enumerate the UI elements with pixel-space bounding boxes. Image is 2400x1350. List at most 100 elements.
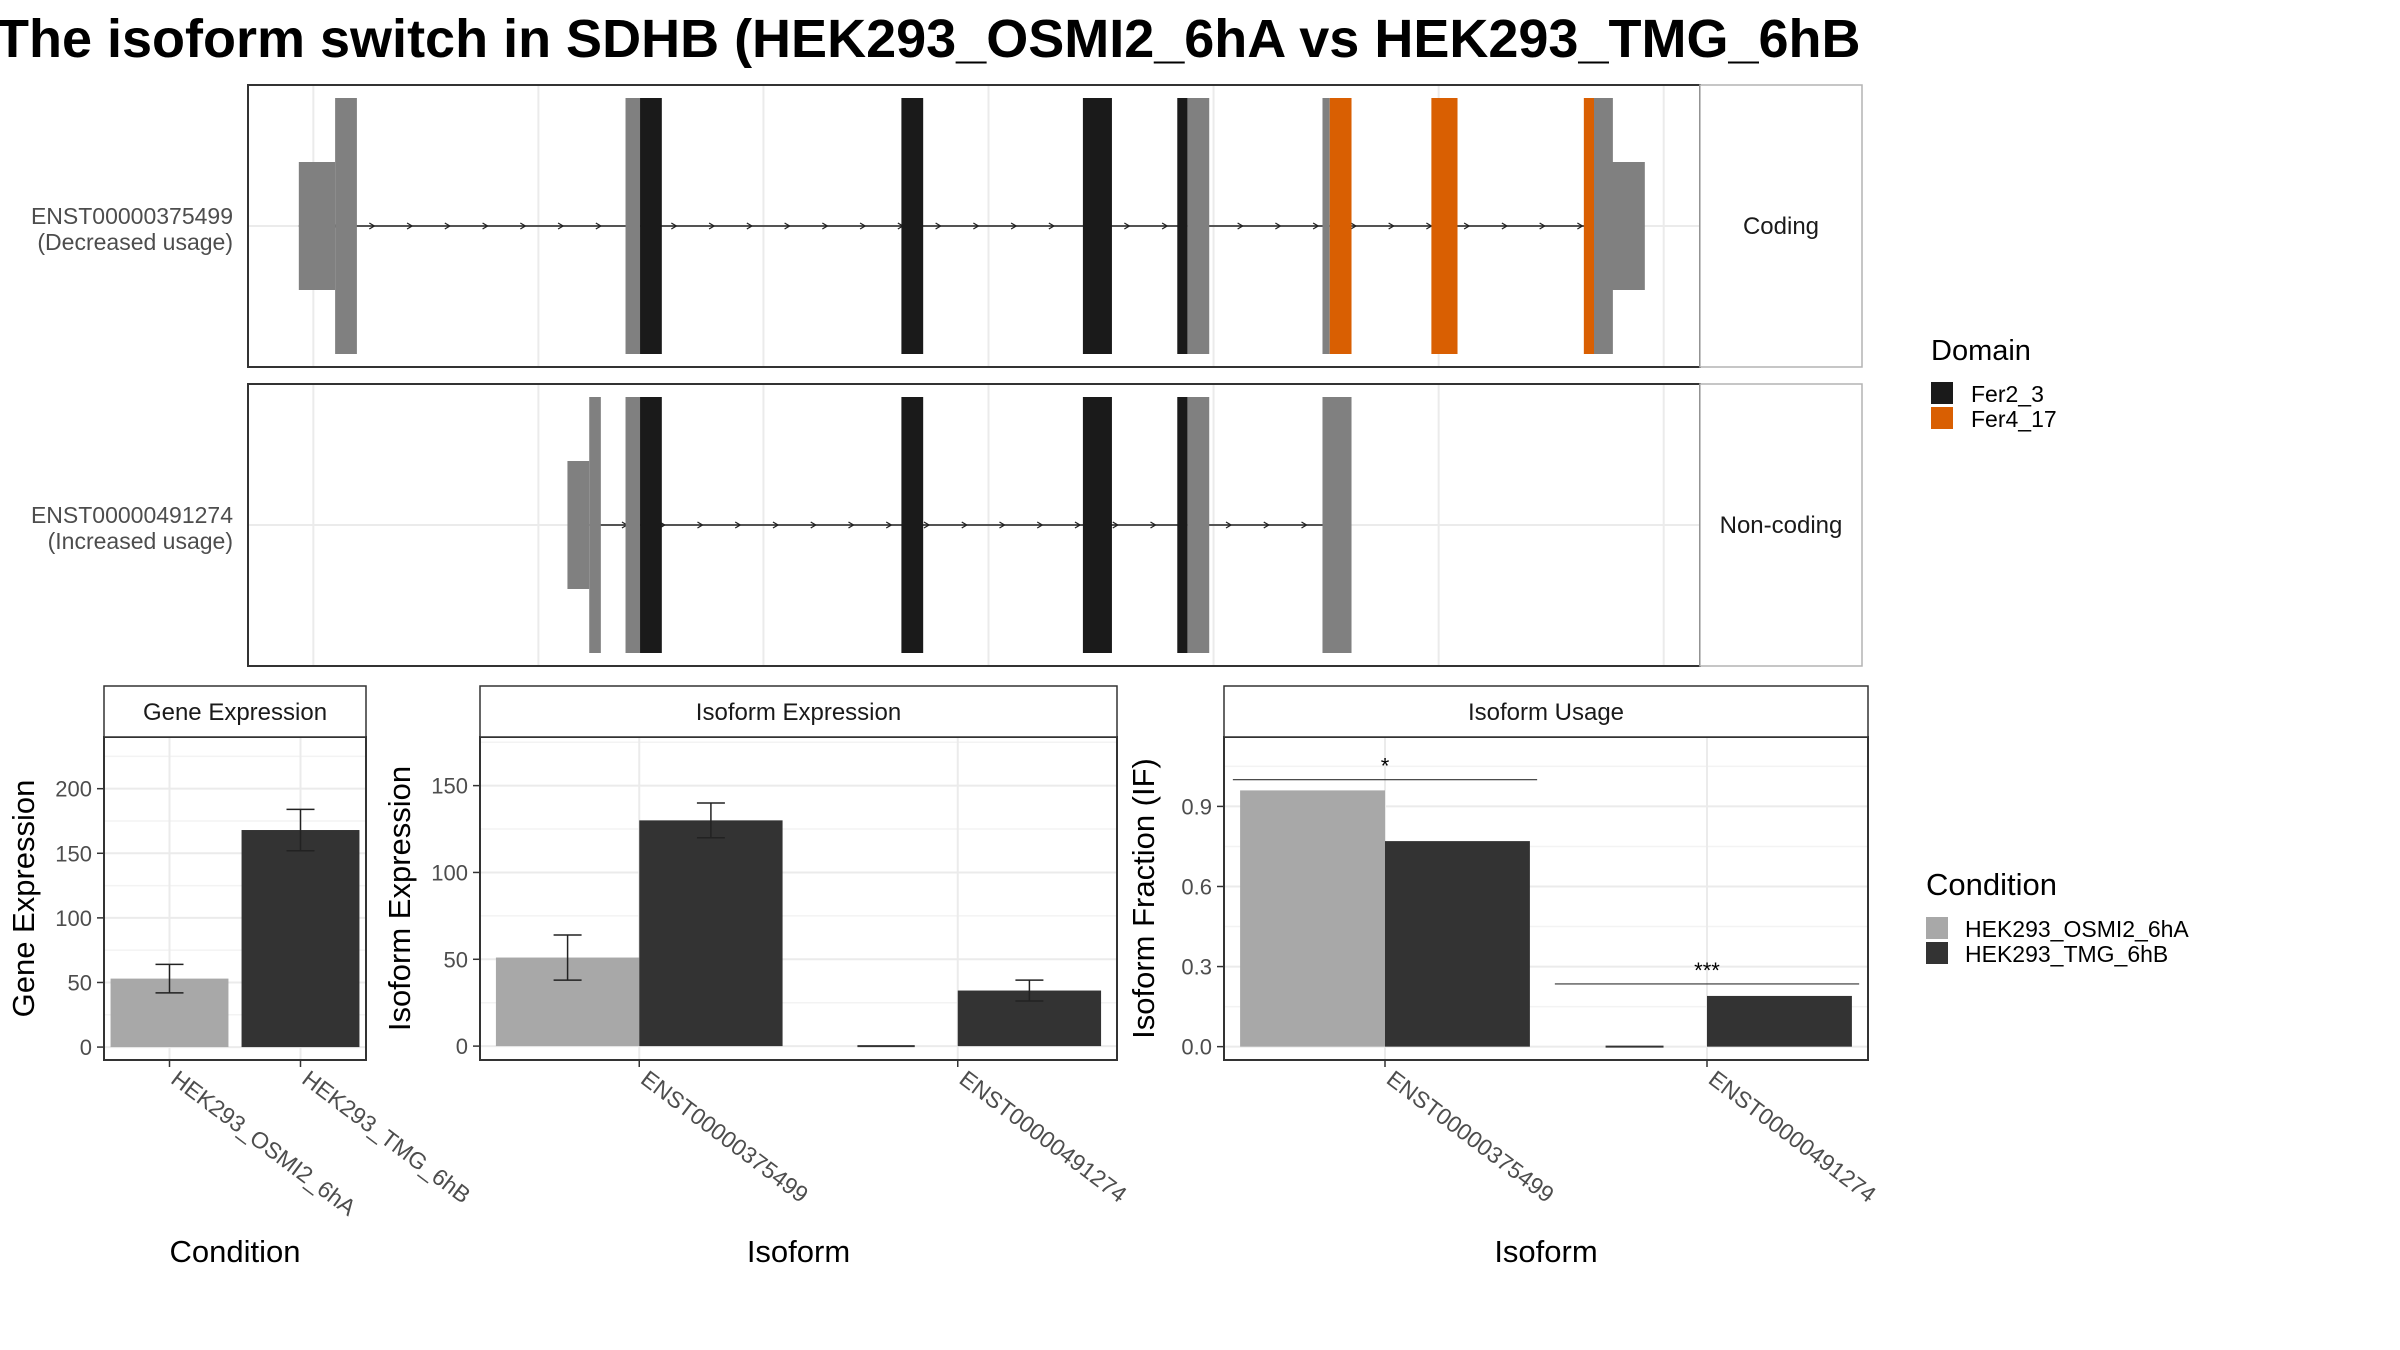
strand-arrow xyxy=(1237,222,1244,230)
strand-arrow xyxy=(772,521,780,529)
bar xyxy=(1707,995,1852,1047)
strand-arrow xyxy=(1048,222,1056,230)
exon-block xyxy=(901,397,924,653)
bar xyxy=(1240,790,1385,1047)
strand-arrow xyxy=(1161,222,1169,230)
strand-arrow xyxy=(1388,222,1395,230)
condition-legend-key-a xyxy=(1926,917,1948,939)
exon-block xyxy=(1177,98,1188,354)
strand-arrow xyxy=(746,222,754,230)
strand-arrow xyxy=(519,222,527,230)
significance-label: *** xyxy=(1694,958,1720,983)
x-tick-label: ENST00000491274 xyxy=(955,1065,1132,1207)
strand-arrow xyxy=(482,222,489,230)
y-tick-label: 50 xyxy=(68,970,92,995)
bar xyxy=(639,820,783,1047)
strand-arrow xyxy=(961,521,969,529)
exon-block xyxy=(1322,98,1330,354)
expression-charts: 050100150200HEK293_OSMI2_6hAHEK293_TMG_6… xyxy=(6,685,1881,1269)
strand-arrow xyxy=(708,222,716,230)
strand-arrow xyxy=(697,521,704,529)
strand-arrow xyxy=(1036,521,1044,529)
strand-arrow xyxy=(1539,222,1546,230)
strand-arrow xyxy=(1501,222,1509,230)
chart-strip xyxy=(1223,685,1869,738)
exon-block xyxy=(1329,98,1352,354)
transcript-usage-label: (Increased usage) xyxy=(48,528,233,554)
bar xyxy=(1385,841,1530,1047)
exon-block xyxy=(1187,397,1210,653)
y-tick-label: 50 xyxy=(444,947,468,972)
exon-block xyxy=(1082,98,1112,354)
strand-arrow xyxy=(595,222,603,230)
exon-block xyxy=(640,98,662,354)
strand-arrow xyxy=(885,521,893,529)
figure-title: The isoform switch in SDHB (HEK293_OSMI2… xyxy=(0,9,1861,69)
chart-panel-2: 0.00.30.60.9****ENST00000375499 ENST00000… xyxy=(1126,685,1881,1269)
condition-legend: Condition HEK293_OSMI2_6hA HEK293_TMG_6h… xyxy=(1926,867,2189,967)
chart-strip xyxy=(479,685,1118,738)
strand-arrow xyxy=(1463,222,1471,230)
facet-label: Non-coding xyxy=(1720,512,1843,539)
strand-arrow xyxy=(368,222,376,230)
strand-arrow xyxy=(1225,521,1233,529)
exon-block xyxy=(1431,98,1458,354)
strand-arrow xyxy=(784,222,791,230)
strand-arrow xyxy=(444,222,452,230)
exon-block xyxy=(1177,397,1188,653)
strand-arrow xyxy=(1577,222,1584,230)
domain-legend-key-fer2 xyxy=(1931,382,1953,404)
utr-block xyxy=(567,461,590,589)
strand-arrow xyxy=(848,521,855,529)
facet-strip xyxy=(1699,84,1863,368)
strand-arrow xyxy=(1301,521,1308,529)
transcript-track-1: Non-coding ENST00000491274(Increased usag… xyxy=(31,383,1863,667)
strand-arrow xyxy=(557,222,565,230)
exon-block xyxy=(625,397,641,653)
strand-arrow xyxy=(822,222,829,230)
strand-arrow xyxy=(1275,222,1282,230)
exon-block xyxy=(589,397,601,653)
y-tick-label: 100 xyxy=(55,906,92,931)
strand-arrow xyxy=(859,222,867,230)
exon-block xyxy=(1187,98,1210,354)
strand-arrow xyxy=(935,222,942,230)
exon-block xyxy=(640,397,662,653)
condition-legend-label-b: HEK293_TMG_6hB xyxy=(1965,941,2168,967)
strand-arrow xyxy=(734,521,742,529)
condition-legend-key-b xyxy=(1926,942,1948,964)
transcript-id-label: ENST00000375499 xyxy=(31,203,233,229)
exon-block xyxy=(335,98,357,354)
strand-arrow xyxy=(923,521,931,529)
x-axis-label: Isoform xyxy=(1494,1234,1597,1269)
y-tick-label: 0.9 xyxy=(1181,794,1212,819)
condition-legend-title: Condition xyxy=(1926,867,2057,902)
transcript-track-0: Coding ENST00000375499(Decreased usage) xyxy=(31,84,1863,368)
condition-legend-label-a: HEK293_OSMI2_6hA xyxy=(1965,916,2189,942)
chart-strip xyxy=(103,685,367,738)
chart-title: Gene Expression xyxy=(143,699,327,726)
isoform-structure-panel: Coding ENST00000375499(Decreased usage) No… xyxy=(31,84,1863,667)
y-tick-label: 0.3 xyxy=(1181,955,1212,980)
y-axis-label: Isoform Expression xyxy=(382,766,417,1031)
strand-arrow xyxy=(810,521,817,529)
strand-arrow xyxy=(1124,222,1131,230)
y-tick-label: 100 xyxy=(431,860,468,885)
facet-label: Coding xyxy=(1743,213,1819,240)
y-tick-label: 0.6 xyxy=(1181,874,1212,899)
x-axis-label: Condition xyxy=(170,1234,301,1269)
domain-legend-label-fer4: Fer4_17 xyxy=(1971,406,2057,432)
strand-arrow xyxy=(1312,222,1320,230)
x-tick-label: ENST00000375499 xyxy=(1382,1065,1559,1207)
y-tick-label: 0 xyxy=(456,1034,468,1059)
chart-title: Isoform Usage xyxy=(1468,699,1624,726)
strand-arrow xyxy=(1074,521,1082,529)
y-tick-label: 0.0 xyxy=(1181,1035,1212,1060)
bar xyxy=(241,830,360,1048)
exon-block xyxy=(901,98,924,354)
chart-panel-1: 0 50 100 150 ENST00000375499 ENST00000491274 I… xyxy=(382,685,1132,1269)
strand-arrow xyxy=(1150,521,1157,529)
strand-arrow xyxy=(999,521,1006,529)
y-tick-label: 0 xyxy=(80,1035,92,1060)
